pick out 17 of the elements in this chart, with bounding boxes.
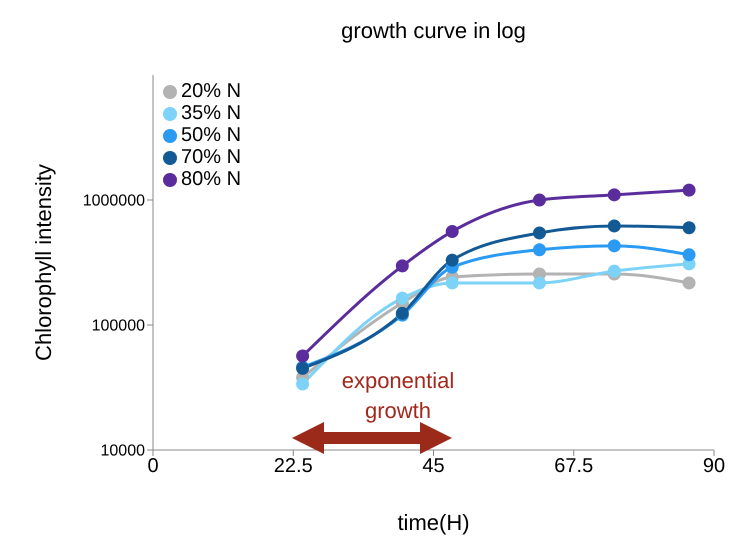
legend-label: 35% N: [181, 102, 242, 124]
chart-title: growth curve in log: [340, 18, 527, 44]
y-tick-label: 10000: [100, 442, 146, 460]
legend-label: 80% N: [181, 168, 242, 190]
y-tick-label: 100000: [92, 318, 146, 335]
y-axis-title: Chlorophyll intensity: [30, 164, 56, 361]
y-tick-label: 1000000: [82, 192, 146, 210]
legend-label: 20% N: [181, 80, 242, 102]
x-tick-label: 22.5: [274, 455, 313, 478]
x-tick-label: 90: [702, 455, 726, 478]
x-tick-label: 45: [422, 455, 445, 478]
legend-label: 50% N: [181, 124, 242, 146]
x-axis-title: time(H): [397, 510, 470, 535]
legend-label: 70% N: [181, 146, 242, 168]
x-tick-label: 0: [147, 455, 159, 478]
annotation: exponential growth: [340, 367, 456, 425]
x-tick-label: 67.5: [554, 455, 594, 478]
